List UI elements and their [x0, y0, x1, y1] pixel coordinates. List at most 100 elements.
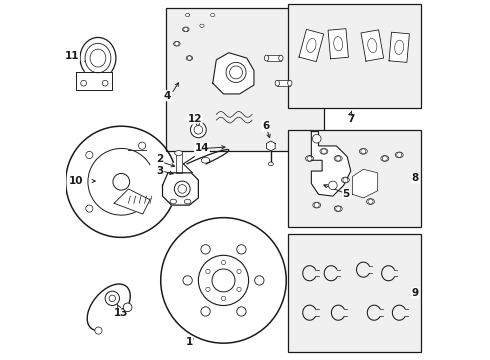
Circle shape	[226, 62, 246, 82]
Circle shape	[307, 156, 312, 161]
Circle shape	[194, 126, 203, 134]
Ellipse shape	[342, 177, 349, 183]
Bar	[166, 8, 324, 151]
Circle shape	[86, 152, 93, 159]
Bar	[288, 234, 421, 352]
Circle shape	[175, 41, 179, 46]
Bar	[277, 80, 290, 86]
Circle shape	[237, 307, 246, 316]
Circle shape	[123, 303, 132, 312]
Text: 13: 13	[114, 308, 128, 318]
Ellipse shape	[334, 37, 343, 51]
Circle shape	[184, 27, 188, 32]
Text: 1: 1	[186, 337, 193, 347]
Circle shape	[221, 260, 225, 265]
Circle shape	[95, 327, 102, 334]
Ellipse shape	[186, 13, 190, 17]
Circle shape	[237, 287, 241, 292]
Text: 5: 5	[343, 189, 350, 199]
Ellipse shape	[80, 37, 116, 79]
Circle shape	[343, 177, 348, 183]
Ellipse shape	[170, 199, 176, 204]
Text: 2: 2	[156, 154, 163, 164]
Ellipse shape	[200, 24, 204, 27]
Circle shape	[237, 269, 241, 274]
Ellipse shape	[288, 80, 292, 86]
Circle shape	[206, 269, 210, 274]
Circle shape	[237, 245, 246, 254]
Ellipse shape	[307, 39, 316, 53]
Circle shape	[313, 134, 321, 143]
Ellipse shape	[367, 199, 374, 204]
Text: 4: 4	[164, 91, 171, 101]
Circle shape	[183, 276, 192, 285]
Ellipse shape	[184, 199, 191, 204]
Circle shape	[161, 218, 286, 343]
Circle shape	[255, 276, 264, 285]
Ellipse shape	[368, 39, 377, 53]
Ellipse shape	[320, 148, 328, 154]
Circle shape	[397, 152, 402, 157]
Circle shape	[174, 181, 190, 197]
Bar	[267, 55, 281, 61]
Ellipse shape	[265, 55, 269, 61]
Polygon shape	[353, 169, 378, 198]
Circle shape	[321, 149, 326, 154]
Text: 7: 7	[347, 114, 354, 124]
Circle shape	[102, 80, 108, 86]
Text: 8: 8	[412, 173, 419, 183]
Bar	[288, 130, 421, 226]
Circle shape	[329, 181, 337, 190]
Circle shape	[198, 255, 248, 306]
Circle shape	[109, 295, 116, 302]
Circle shape	[139, 142, 146, 149]
Bar	[288, 4, 421, 108]
Polygon shape	[213, 53, 254, 94]
Ellipse shape	[275, 80, 279, 86]
Ellipse shape	[334, 206, 342, 212]
Circle shape	[201, 245, 210, 254]
Polygon shape	[114, 189, 150, 214]
Circle shape	[336, 156, 341, 161]
Circle shape	[206, 287, 210, 292]
Ellipse shape	[211, 13, 215, 17]
Polygon shape	[163, 173, 198, 205]
Circle shape	[336, 206, 341, 211]
Ellipse shape	[334, 156, 342, 161]
Ellipse shape	[381, 156, 389, 161]
Circle shape	[178, 185, 187, 193]
Ellipse shape	[85, 43, 111, 73]
Ellipse shape	[186, 56, 193, 60]
Text: 11: 11	[65, 51, 79, 61]
Bar	[176, 153, 181, 173]
Circle shape	[201, 307, 210, 316]
Text: 12: 12	[188, 114, 202, 124]
Ellipse shape	[394, 40, 404, 54]
Text: 9: 9	[412, 288, 419, 298]
Circle shape	[230, 66, 243, 79]
Ellipse shape	[269, 162, 273, 166]
Ellipse shape	[183, 27, 189, 32]
Polygon shape	[76, 72, 112, 90]
Polygon shape	[361, 30, 384, 61]
Text: 10: 10	[69, 176, 83, 186]
Ellipse shape	[306, 156, 314, 161]
Ellipse shape	[359, 148, 368, 154]
Ellipse shape	[90, 49, 106, 67]
Polygon shape	[267, 141, 275, 151]
Ellipse shape	[395, 152, 403, 158]
Circle shape	[368, 199, 373, 204]
Polygon shape	[299, 30, 324, 62]
Text: 3: 3	[156, 166, 163, 176]
Polygon shape	[389, 32, 409, 62]
Text: 6: 6	[262, 121, 270, 131]
Text: 14: 14	[195, 143, 209, 153]
Circle shape	[382, 156, 388, 161]
Circle shape	[221, 296, 225, 301]
Circle shape	[361, 149, 366, 154]
Circle shape	[113, 174, 130, 190]
Circle shape	[187, 56, 192, 60]
Polygon shape	[311, 132, 351, 196]
Ellipse shape	[173, 41, 180, 46]
Circle shape	[86, 205, 93, 212]
